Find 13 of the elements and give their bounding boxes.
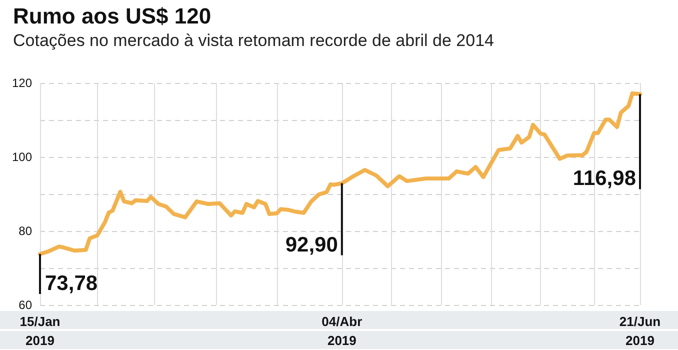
y-tick-label: 100 [12, 150, 32, 164]
y-tick-label: 60 [18, 298, 32, 312]
y-tick-label: 80 [18, 224, 32, 238]
x-tick-label: 04/Abr 2019 [322, 314, 362, 348]
chart-title: Rumo aos US$ 120 [13, 4, 212, 28]
annotation: 116,98 [572, 167, 636, 190]
x-tick-label: 15/Jan 2019 [20, 314, 60, 348]
y-tick-label: 120 [12, 76, 32, 90]
annotation: 73,78 [45, 272, 98, 296]
annotation: 92,90 [285, 233, 338, 256]
line-series [38, 91, 642, 256]
chart-subtitle: Cotações no mercado à vista retomam recorde de abril de 2014 [13, 31, 494, 50]
x-tick-label: 21/Jun 2019 [619, 314, 661, 348]
